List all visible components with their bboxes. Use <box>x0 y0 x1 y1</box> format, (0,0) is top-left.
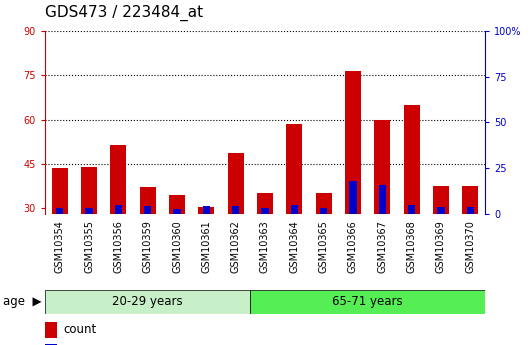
Bar <box>45 322 57 337</box>
Bar <box>290 205 298 214</box>
Bar <box>345 71 361 214</box>
Text: GSM10364: GSM10364 <box>289 220 299 273</box>
Bar <box>202 206 210 214</box>
Bar <box>45 290 250 314</box>
Text: GSM10360: GSM10360 <box>172 220 182 273</box>
Bar <box>437 207 445 214</box>
Text: GSM10368: GSM10368 <box>407 220 417 273</box>
Bar <box>378 185 386 214</box>
Bar <box>81 167 97 214</box>
Bar <box>466 207 474 214</box>
Text: GSM10356: GSM10356 <box>113 220 123 273</box>
Bar <box>462 186 479 214</box>
Bar <box>261 207 269 214</box>
Text: GSM10369: GSM10369 <box>436 220 446 273</box>
Bar <box>250 290 485 314</box>
Text: GSM10366: GSM10366 <box>348 220 358 273</box>
Text: GSM10354: GSM10354 <box>55 220 65 273</box>
Bar <box>173 209 181 214</box>
Bar <box>374 119 391 214</box>
Text: GSM10367: GSM10367 <box>377 220 387 273</box>
Bar <box>232 206 240 214</box>
Text: GSM10359: GSM10359 <box>143 220 153 273</box>
Bar <box>144 206 152 214</box>
Text: GSM10362: GSM10362 <box>231 220 241 273</box>
Bar <box>349 181 357 214</box>
Bar <box>85 207 93 214</box>
Bar <box>45 344 57 345</box>
Text: GSM10370: GSM10370 <box>465 220 475 273</box>
Bar <box>433 186 449 214</box>
Text: age  ▶: age ▶ <box>3 295 41 308</box>
Text: 65-71 years: 65-71 years <box>332 295 403 308</box>
Bar <box>110 145 127 214</box>
Bar <box>408 205 416 214</box>
Bar <box>227 154 244 214</box>
Bar <box>257 193 273 214</box>
Bar <box>139 187 156 214</box>
Text: GSM10363: GSM10363 <box>260 220 270 273</box>
Bar <box>56 207 64 214</box>
Text: 20-29 years: 20-29 years <box>112 295 183 308</box>
Text: GSM10355: GSM10355 <box>84 220 94 273</box>
Bar <box>198 207 215 214</box>
Text: GSM10361: GSM10361 <box>201 220 211 273</box>
Bar <box>315 193 332 214</box>
Bar <box>403 105 420 214</box>
Text: GSM10365: GSM10365 <box>319 220 329 273</box>
Bar <box>286 124 303 214</box>
Bar <box>320 207 328 214</box>
Bar <box>114 205 122 214</box>
Bar <box>51 168 68 214</box>
Text: GDS473 / 223484_at: GDS473 / 223484_at <box>45 4 203 21</box>
Bar <box>169 195 185 214</box>
Text: count: count <box>63 323 96 336</box>
